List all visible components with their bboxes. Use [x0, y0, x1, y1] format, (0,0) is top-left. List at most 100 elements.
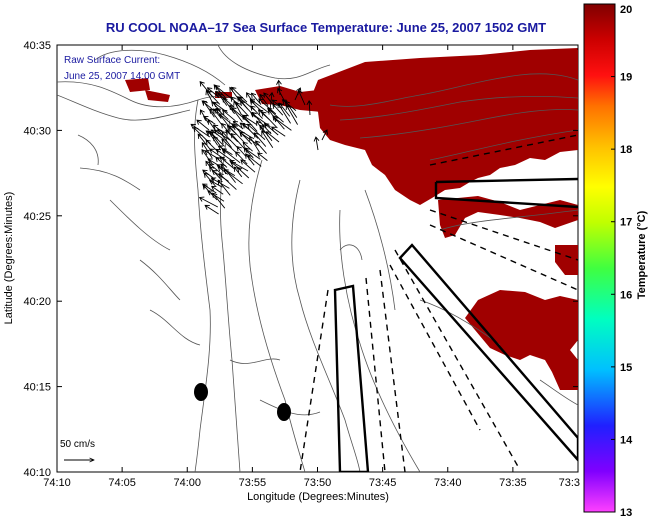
current-vector: [240, 159, 256, 173]
current-vector: [215, 148, 234, 162]
current-vector: [306, 99, 313, 116]
current-vector: [202, 100, 215, 118]
y-tick-label: 40:30: [23, 125, 51, 137]
current-vector: [197, 133, 212, 152]
current-vector: [229, 159, 249, 172]
current-vector: [219, 156, 235, 169]
current-vector: [211, 185, 224, 195]
bathymetry-contours: [57, 45, 578, 472]
current-vector: [233, 100, 242, 116]
current-vector: [253, 132, 267, 147]
x-tick-label: 73:45: [369, 477, 397, 489]
current-vector: [265, 131, 280, 143]
colorbar-tick-label: 18: [620, 144, 632, 156]
x-tick-label: 73:3: [559, 477, 580, 489]
x-axis: 74:10 74:05 74:00 73:55 73:50 73:45 73:40 73:35…: [43, 45, 580, 489]
current-vector: [261, 111, 278, 129]
current-vector: [255, 140, 267, 154]
current-vector: [218, 173, 237, 190]
current-vector: [281, 99, 297, 111]
colorbar-tick-label: 16: [620, 289, 632, 301]
current-vector: [249, 98, 270, 114]
current-vector: [207, 190, 225, 202]
x-tick-label: 73:40: [434, 477, 462, 489]
transect-lines: [299, 134, 578, 472]
current-vector: [198, 196, 219, 208]
current-vector: [297, 89, 306, 106]
colorbar: [583, 3, 616, 513]
current-vector: [223, 169, 243, 185]
current-vector: [250, 92, 262, 105]
current-vector: [212, 124, 224, 133]
current-vector: [214, 85, 234, 101]
current-vector: [221, 148, 241, 164]
current-vector: [246, 92, 255, 104]
current-vector: [204, 204, 219, 215]
annotation-line-1: Raw Surface Current:: [64, 55, 160, 66]
current-vector: [217, 179, 231, 196]
current-vector: [233, 166, 243, 178]
current-vector: [276, 79, 282, 96]
x-tick-label: 74:05: [108, 477, 136, 489]
current-vector: [242, 141, 253, 152]
current-vector: [250, 105, 263, 119]
current-vector: [196, 119, 210, 131]
current-vector: [285, 100, 298, 118]
current-vector: [203, 172, 216, 187]
current-vector: [263, 122, 279, 136]
current-vector: [245, 153, 255, 166]
scale-label: 50 cm/s: [60, 439, 95, 450]
current-vector: [242, 123, 259, 139]
current-vector: [234, 151, 248, 165]
current-vector: [277, 102, 291, 124]
current-vector: [241, 114, 258, 132]
current-vector: [213, 102, 228, 113]
current-vector: [209, 108, 223, 126]
y-axis: 40:35 40:30 40:25 40:20 40:15 40:10: [23, 40, 578, 479]
y-tick-label: 40:25: [23, 211, 51, 223]
current-vector: [236, 145, 247, 158]
x-tick-label: 73:35: [499, 477, 527, 489]
current-vector: [217, 128, 232, 148]
current-vector: [268, 91, 275, 111]
current-vector: [236, 167, 250, 179]
chart-title: RU COOL NOAA–17 Sea Surface Temperature:…: [106, 20, 546, 35]
colorbar-tick-label: 17: [620, 217, 632, 229]
current-vectors: [190, 79, 328, 215]
current-vector: [232, 125, 252, 138]
current-vector: [249, 135, 260, 153]
colorbar-tick-label: 15: [620, 362, 632, 374]
current-vector: [209, 131, 225, 147]
current-vector: [230, 132, 246, 151]
colorbar-tick-label: 13: [620, 507, 632, 518]
current-vector: [321, 129, 328, 141]
station-marker: [194, 383, 208, 401]
current-vector: [267, 107, 284, 123]
current-vector: [214, 108, 230, 127]
current-vector: [261, 130, 274, 149]
annotation-line-2: June 25, 2007 14:00 GMT: [64, 71, 180, 82]
y-axis-label: Latitude (Degrees:Minutes): [3, 192, 15, 325]
y-tick-label: 40:15: [23, 382, 51, 394]
current-vector: [190, 123, 211, 138]
colorbar-tick-label: 19: [620, 72, 632, 84]
station-marker: [277, 403, 291, 421]
current-vector: [213, 135, 226, 154]
current-vector: [272, 103, 284, 116]
y-tick-label: 40:10: [23, 467, 51, 479]
current-vector: [209, 166, 222, 181]
x-tick-label: 73:55: [239, 477, 267, 489]
current-vector: [231, 86, 248, 103]
current-vector: [206, 90, 221, 105]
current-vector: [246, 123, 266, 140]
x-axis-label: Longitude (Degrees:Minutes): [247, 491, 389, 503]
current-vector: [273, 117, 292, 131]
current-vector: [221, 122, 231, 134]
current-vector: [244, 148, 261, 160]
current-vector: [231, 107, 250, 124]
current-vector: [214, 90, 235, 108]
current-vector: [201, 149, 214, 166]
colorbar-tick-label: 14: [620, 434, 633, 446]
current-vector: [212, 192, 226, 209]
y-tick-label: 40:35: [23, 40, 51, 52]
